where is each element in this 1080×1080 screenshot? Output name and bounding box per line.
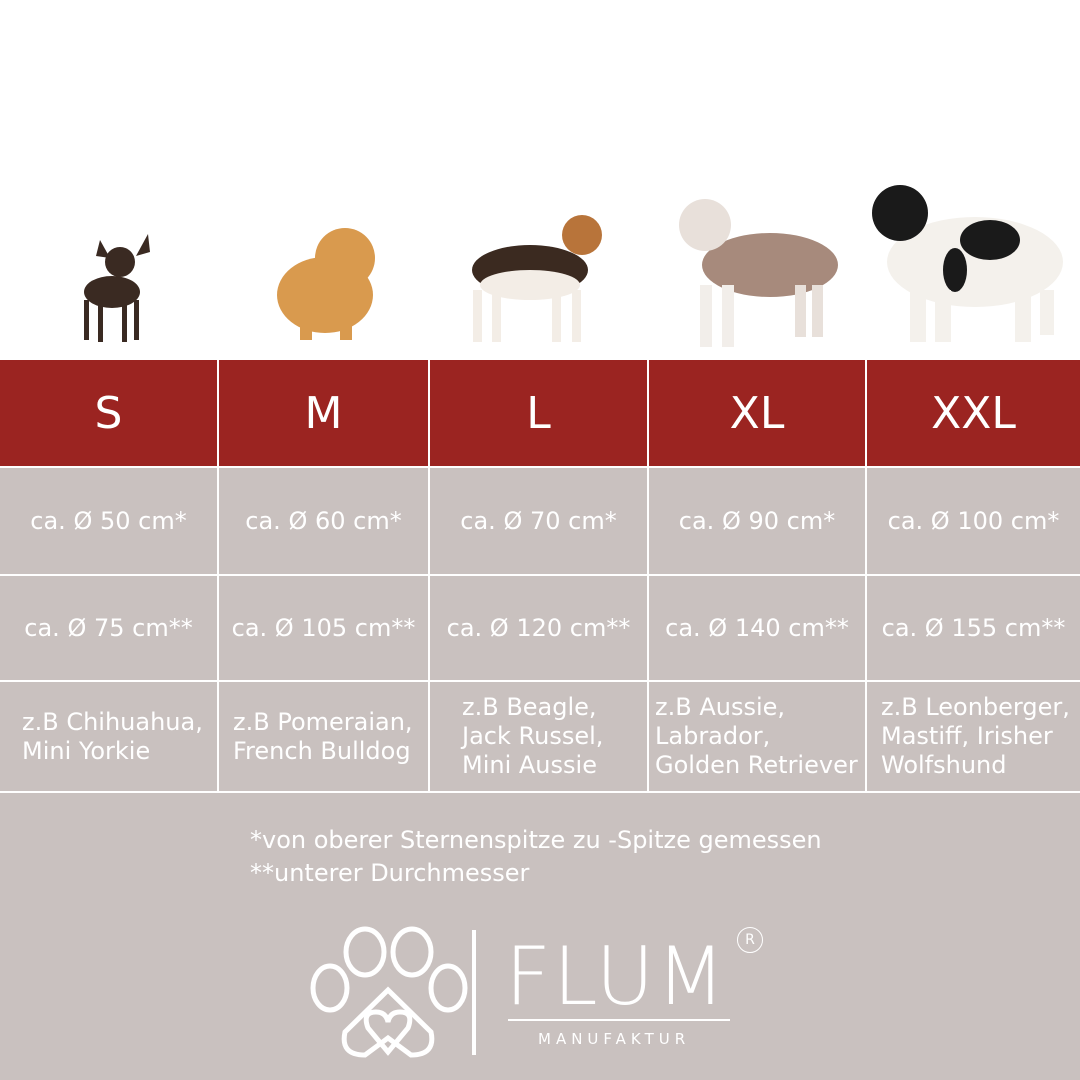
breeds-cell: z.B Beagle, Jack Russel, Mini Aussie [430, 682, 647, 791]
breeds-cell: z.B Aussie, Labrador, Golden Retriever [649, 682, 865, 791]
brand-subtitle: MANUFAKTUR [538, 1030, 691, 1048]
dog-beagle [472, 215, 602, 342]
size-header-xxl: XXL [867, 360, 1080, 466]
dog-pomeranian [277, 228, 375, 340]
footnotes: *von oberer Sternenspitze zu -Spitze gem… [250, 824, 822, 890]
dog-landseer [872, 185, 1063, 342]
breeds-cell: z.B Leonberger, Mastiff, Irisher Wolfshu… [867, 682, 1080, 791]
breeds-cell: z.B Pomeraian, French Bulldog [219, 682, 428, 791]
top-diameter-cell: ca. Ø 100 cm* [867, 468, 1080, 574]
bottom-diameter-cell: ca. Ø 75 cm** [0, 576, 217, 680]
registered-mark: R [737, 927, 763, 953]
bottom-diameter-cell: ca. Ø 120 cm** [430, 576, 647, 680]
size-header-l: L [430, 360, 647, 466]
dog-chihuahua [84, 234, 150, 342]
breeds-cell: z.B Chihuahua, Mini Yorkie [0, 682, 217, 791]
logo-divider [472, 930, 476, 1055]
top-diameter-cell: ca. Ø 50 cm* [0, 468, 217, 574]
bottom-diameter-cell: ca. Ø 140 cm** [649, 576, 865, 680]
top-diameter-cell: ca. Ø 90 cm* [649, 468, 865, 574]
logo-rule [508, 1019, 730, 1021]
top-diameter-cell: ca. Ø 70 cm* [430, 468, 647, 574]
top-diameter-cell: ca. Ø 60 cm* [219, 468, 428, 574]
size-header-m: M [219, 360, 428, 466]
paw-heart-icon [310, 926, 468, 1058]
bottom-diameter-cell: ca. Ø 155 cm** [867, 576, 1080, 680]
size-header-s: S [0, 360, 217, 466]
brand-name: FLUM [505, 930, 728, 1023]
dogs-photo [0, 0, 1080, 360]
footnote-bottom: **unterer Durchmesser [250, 859, 530, 887]
size-header-xl: XL [649, 360, 865, 466]
dog-australian-shepherd [679, 199, 838, 347]
bottom-diameter-cell: ca. Ø 105 cm** [219, 576, 428, 680]
footnote-top: *von oberer Sternenspitze zu -Spitze gem… [250, 826, 822, 854]
size-table: S M L XL XXL ca. Ø 50 cm* ca. Ø 60 cm* c… [0, 360, 1080, 793]
